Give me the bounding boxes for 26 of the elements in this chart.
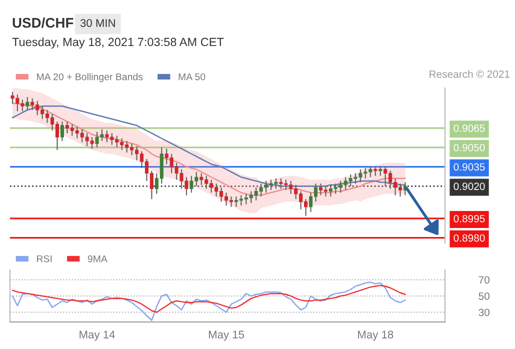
y-tick-label: 0.8980 bbox=[454, 234, 485, 242]
x-tick-label: May 15 bbox=[208, 330, 244, 341]
y-tick-label: 0.9065 bbox=[454, 124, 485, 132]
y-tick-label: 70 bbox=[478, 276, 490, 284]
legend-label: MA 20 + Bollinger Bands bbox=[37, 73, 143, 82]
legend-label: 9MA bbox=[88, 255, 108, 262]
y-tick-label: 0.9020 bbox=[454, 182, 485, 190]
x-tick-label: May 14 bbox=[80, 330, 115, 341]
candlestick bbox=[378, 166, 382, 176]
legend-label: MA 50 bbox=[178, 73, 206, 80]
y-tick-label: 30 bbox=[478, 308, 490, 316]
candlestick bbox=[374, 166, 378, 176]
y-tick-label: 0.8995 bbox=[454, 214, 485, 222]
line-series bbox=[12, 284, 406, 313]
chart-subtitle: 30 MIN bbox=[80, 19, 115, 27]
y-tick-label: 0.9035 bbox=[454, 163, 485, 171]
y-tick-label: 0.9050 bbox=[454, 144, 485, 152]
candlestick bbox=[26, 96, 30, 111]
x-tick-label: May 18 bbox=[358, 330, 394, 341]
candlestick bbox=[60, 121, 64, 142]
legend-label: RSI bbox=[37, 255, 52, 262]
text: Tuesday, May 18, 2021 7:03:58 AM CET bbox=[12, 38, 224, 48]
chart-title: USD/CHF bbox=[12, 18, 74, 28]
line-series bbox=[12, 282, 406, 321]
text: Research © 2021 bbox=[430, 70, 510, 78]
y-tick-label: 50 bbox=[478, 292, 490, 300]
